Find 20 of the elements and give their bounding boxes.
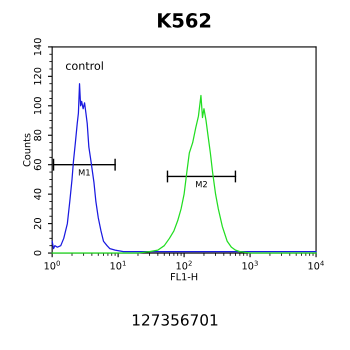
x-tick-label: 10$^{0}$ [44,260,60,270]
y-tick-label: 60 [34,159,42,170]
x-axis-title: FL1-H [171,273,198,280]
x-tick-label: 10$^{1}$ [110,260,126,270]
x-tick-label: 10$^{4}$ [308,260,324,270]
y-tick-label: 140 [34,38,42,56]
x-tick-label: 10$^{2}$ [176,260,192,270]
annotation: control [66,61,103,70]
series-label: M2 [196,181,207,188]
y-tick-label: 80 [34,130,42,141]
y-tick-label: 120 [34,68,42,85]
y-tick-label: 100 [34,97,42,114]
y-tick-label: 0 [34,250,42,256]
y-axis-title: Counts [23,133,30,166]
series-label: M1 [78,169,90,176]
y-tick-label: 20 [34,218,42,230]
chart-title: K562 [158,13,210,28]
text: 127356701 [132,314,218,326]
y-tick-label: 40 [34,188,42,200]
x-tick-label: 10$^{3}$ [242,260,258,270]
